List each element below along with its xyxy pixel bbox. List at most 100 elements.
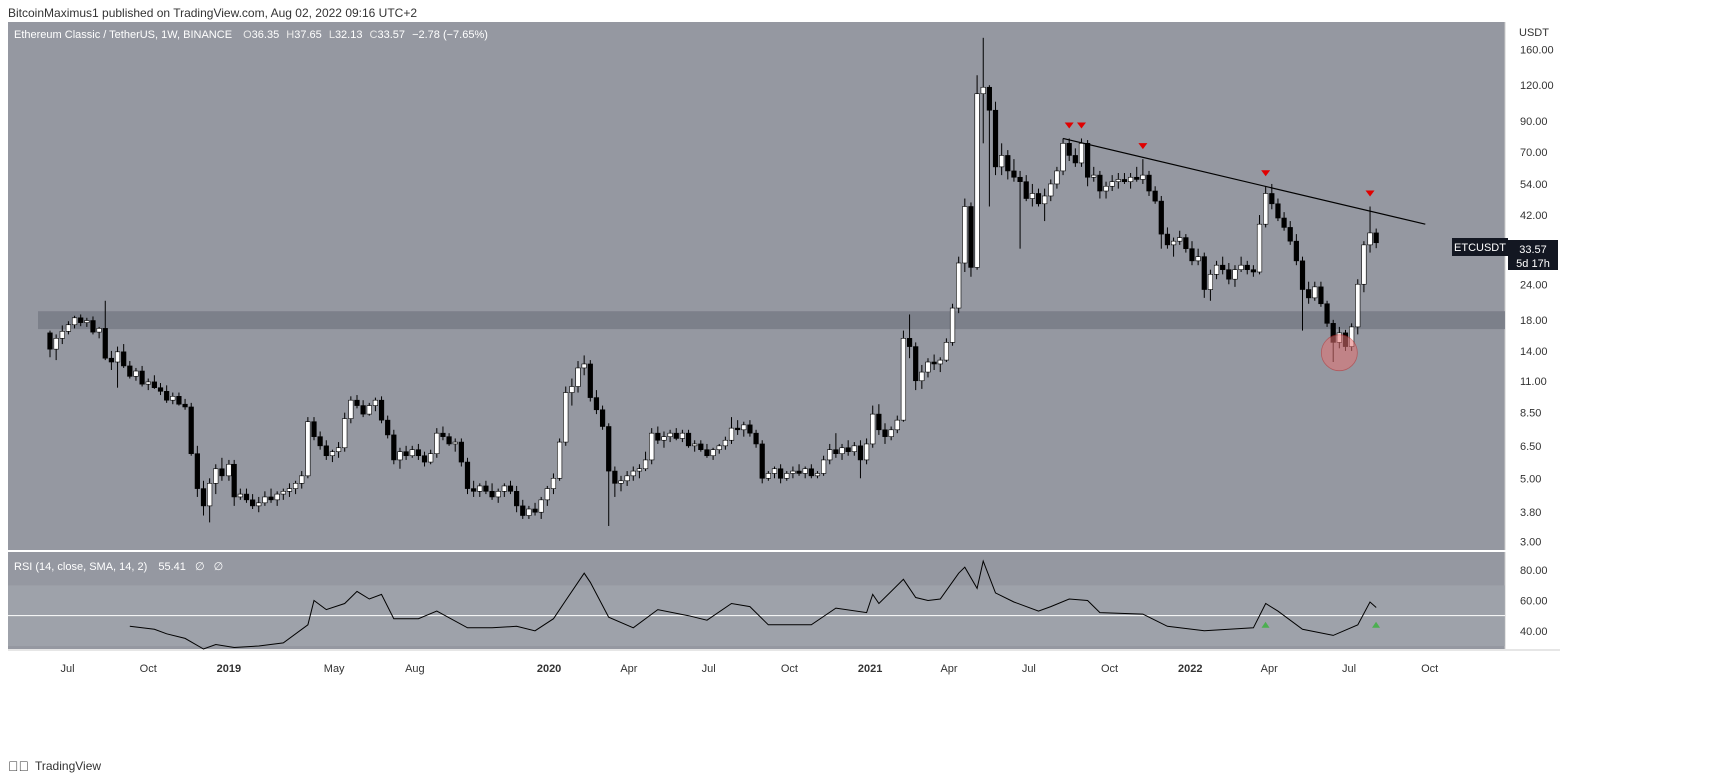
price-tick-label: 160.00: [1520, 45, 1554, 57]
candle-body: [121, 351, 127, 367]
candle-body: [1011, 170, 1017, 178]
candle-body: [716, 445, 722, 450]
candle-body: [962, 206, 968, 264]
candle-body: [802, 468, 808, 474]
time-tick-label: Apr: [1261, 663, 1278, 675]
price-tick-label: 42.00: [1520, 210, 1548, 222]
candle-body: [821, 459, 827, 474]
candle-body: [1170, 240, 1177, 246]
main-pane-bg: [8, 22, 1505, 550]
candle-body: [1017, 176, 1023, 182]
candle-body: [943, 342, 950, 361]
publish-header: BitcoinMaximus1 published on TradingView…: [8, 6, 418, 20]
candle-body: [188, 406, 194, 454]
candle-body: [593, 397, 600, 411]
candle-body: [624, 475, 630, 482]
rsi-extra-2: ∅: [214, 561, 224, 573]
candle-body: [532, 508, 538, 513]
candle-body: [1054, 170, 1060, 185]
candle-body: [317, 436, 323, 447]
candle-body: [980, 86, 986, 95]
candle-body: [747, 424, 753, 434]
rsi-legend-label: RSI (14, close, SMA, 14, 2): [14, 561, 147, 573]
candle-body: [1023, 181, 1029, 199]
candle-body: [992, 109, 999, 168]
candle-body: [182, 403, 188, 408]
candle-body: [157, 387, 164, 392]
candle-body: [986, 86, 992, 111]
candle-body: [778, 468, 784, 479]
candle-body: [226, 463, 232, 477]
candle-body: [446, 436, 452, 445]
candle-body: [1207, 274, 1214, 290]
candle-body: [53, 338, 59, 350]
candle-body: [845, 447, 851, 452]
candle-body: [139, 370, 145, 385]
candle-body: [1121, 179, 1128, 182]
rsi-legend: RSI (14, close, SMA, 14, 2) 55.41 ∅ ∅: [14, 561, 223, 573]
candle-body: [102, 328, 108, 359]
candle-body: [256, 502, 262, 507]
candle-body: [937, 359, 943, 365]
open-label: O: [243, 29, 252, 41]
candle-body: [1177, 237, 1183, 242]
candle-body: [385, 419, 391, 436]
candle-body: [974, 93, 980, 268]
candle-body: [692, 443, 698, 447]
price-tick-label: 24.00: [1520, 279, 1548, 291]
candle-body: [919, 371, 925, 382]
candle-body: [968, 206, 974, 268]
candle-body: [599, 409, 606, 427]
candle-body: [1312, 286, 1318, 299]
candle-body: [569, 386, 575, 393]
candle-body: [342, 418, 348, 449]
candle-body: [1367, 232, 1373, 246]
candle-body: [1146, 174, 1152, 192]
resistance-marker-icon: [1076, 122, 1086, 129]
candle-body: [735, 427, 741, 431]
candle-body: [1373, 232, 1379, 244]
candle-body: [164, 391, 170, 401]
candle-body: [65, 324, 72, 332]
candle-body: [1078, 143, 1085, 164]
candle-body: [722, 439, 728, 447]
rsi-line: [129, 559, 1377, 650]
candle-body: [931, 361, 937, 365]
time-tick-label: Jul: [1022, 663, 1036, 675]
low-label: L: [329, 29, 335, 41]
candle-body: [415, 449, 421, 457]
candle-body: [956, 262, 962, 309]
candle-body: [587, 363, 593, 398]
tradingview-brand: TradingView: [35, 759, 102, 773]
candle-body: [765, 473, 771, 479]
ticker-tag-bg: [1452, 238, 1508, 256]
candle-body: [796, 470, 802, 474]
candle-body: [299, 475, 305, 484]
high-value: 37.65: [294, 29, 322, 41]
candle-body: [96, 328, 102, 333]
candle-body: [305, 421, 311, 477]
currency-label: USDT: [1519, 27, 1549, 39]
symbol-desc: Ethereum Classic / TetherUS, 1W, BINANCE: [14, 29, 232, 41]
time-tick-label: Oct: [140, 663, 157, 675]
change-value: −2.78 (−7.65%): [412, 29, 488, 41]
candle-body: [649, 432, 655, 461]
candle-body: [133, 370, 139, 377]
candle-body: [1250, 269, 1256, 273]
price-tick-label: 3.00: [1520, 536, 1541, 548]
candle-body: [661, 436, 667, 441]
candle-body: [501, 485, 507, 492]
rsi-bullish-arrow-icon: [1261, 621, 1270, 628]
chart[interactable]: 160.00 120.00 90.00 70.00 54.00 42.00 24.00 18.…: [0, 22, 1719, 758]
candle-body: [575, 367, 581, 387]
candle-body: [292, 483, 299, 489]
candle-body: [925, 361, 931, 373]
price-tag-bg: [1508, 240, 1558, 270]
candle-body: [1318, 286, 1324, 305]
candle-body: [514, 491, 520, 507]
low-value: 32.13: [335, 29, 363, 41]
candle-body: [906, 338, 913, 347]
open-value: 36.35: [252, 29, 280, 41]
candle-body: [538, 499, 544, 513]
candle-body: [108, 357, 114, 363]
